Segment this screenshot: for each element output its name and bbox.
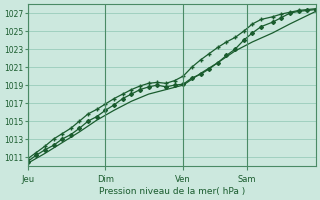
- X-axis label: Pression niveau de la mer( hPa ): Pression niveau de la mer( hPa ): [99, 187, 245, 196]
